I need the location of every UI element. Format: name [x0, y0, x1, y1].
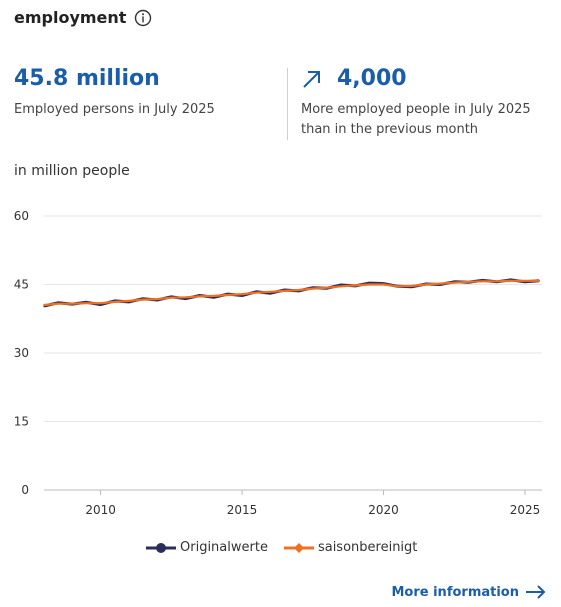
y-tick-label: 60: [14, 209, 29, 223]
legend-swatch-saisonbereinigt: [283, 542, 314, 553]
legend-item-saisonbereinigt[interactable]: saisonbereinigt: [283, 540, 418, 555]
data-point-saisonbereinigt: [481, 280, 484, 283]
data-point-saisonbereinigt: [99, 302, 102, 304]
data-point-saisonbereinigt: [510, 280, 512, 282]
y-tick-label: 15: [14, 415, 29, 429]
kpi-value: 45.8 million: [14, 66, 160, 91]
data-point-saisonbereinigt: [368, 283, 371, 286]
kpi-employed-persons: 45.8 million Employed persons in July 20…: [14, 64, 274, 120]
data-point-saisonbereinigt: [425, 283, 427, 286]
x-tick-label: 2015: [227, 503, 258, 517]
data-point-saisonbereinigt: [227, 294, 229, 296]
info-circle-icon[interactable]: [134, 9, 152, 27]
x-tick-label: 2010: [85, 503, 116, 517]
data-point-saisonbereinigt: [57, 302, 59, 305]
series-line-saisonbereinigt: [43, 279, 540, 307]
data-point-saisonbereinigt: [269, 291, 272, 293]
y-tick-label: 0: [21, 483, 29, 497]
data-point-saisonbereinigt: [128, 300, 130, 302]
data-point-saisonbereinigt: [467, 281, 470, 283]
data-point-saisonbereinigt: [396, 285, 399, 288]
data-point-saisonbereinigt: [71, 302, 74, 305]
data-point-saisonbereinigt: [354, 284, 357, 287]
data-point-saisonbereinigt: [439, 282, 441, 285]
arrow-right-icon: [526, 585, 546, 599]
y-tick-label: 30: [14, 346, 29, 360]
kpi-caption: More employed people in July 2025 than i…: [301, 102, 531, 137]
y-tick-label: 45: [14, 278, 29, 292]
data-point-saisonbereinigt: [524, 280, 526, 282]
data-point-saisonbereinigt: [495, 280, 498, 283]
chart-unit-label: in million people: [14, 163, 130, 179]
legend-swatch-originalwerte: [146, 542, 176, 553]
kpi-caption: Employed persons in July 2025: [14, 102, 215, 117]
x-tick-label: 2020: [368, 503, 399, 517]
data-point-saisonbereinigt: [198, 295, 201, 298]
kpi-value: 4,000: [337, 66, 407, 91]
data-point-saisonbereinigt: [255, 291, 257, 294]
widget-title: employment: [14, 8, 127, 27]
legend-item-originalwerte[interactable]: Originalwerte: [146, 540, 268, 555]
data-point-saisonbereinigt: [411, 285, 413, 287]
data-point-saisonbereinigt: [113, 301, 116, 303]
data-point-saisonbereinigt: [184, 296, 187, 299]
data-point-saisonbereinigt: [241, 293, 243, 295]
data-point-saisonbereinigt: [538, 280, 540, 282]
employment-line-chart: 0 15 30 45 60 2010 2015 2020 2025: [14, 209, 542, 517]
data-point-saisonbereinigt: [453, 281, 456, 284]
legend-label: Originalwerte: [180, 540, 268, 555]
data-point-saisonbereinigt: [43, 304, 45, 306]
data-point-saisonbereinigt: [170, 296, 173, 299]
data-point-saisonbereinigt: [156, 298, 158, 300]
more-information-link[interactable]: More information: [391, 584, 547, 600]
data-point-saisonbereinigt: [142, 298, 144, 301]
data-point-saisonbereinigt: [382, 283, 385, 286]
data-point-saisonbereinigt: [312, 287, 314, 290]
x-tick-label: 2025: [510, 503, 541, 517]
data-point-saisonbereinigt: [340, 285, 342, 288]
arrow-up-right-icon: [303, 71, 320, 88]
data-point-saisonbereinigt: [85, 302, 88, 304]
legend-label: saisonbereinigt: [317, 540, 418, 555]
data-point-saisonbereinigt: [283, 290, 286, 292]
kpi-divider: [287, 68, 288, 140]
data-point-saisonbereinigt: [297, 289, 300, 291]
more-information-label: More information: [391, 584, 519, 600]
data-point-saisonbereinigt: [213, 295, 215, 297]
chart-legend: Originalwerte saisonbereinigt: [146, 540, 433, 555]
widget-header: employment: [14, 8, 152, 27]
data-point-saisonbereinigt: [326, 286, 328, 289]
kpi-monthly-change: 4,000 More employed people in July 2025 …: [301, 64, 557, 140]
